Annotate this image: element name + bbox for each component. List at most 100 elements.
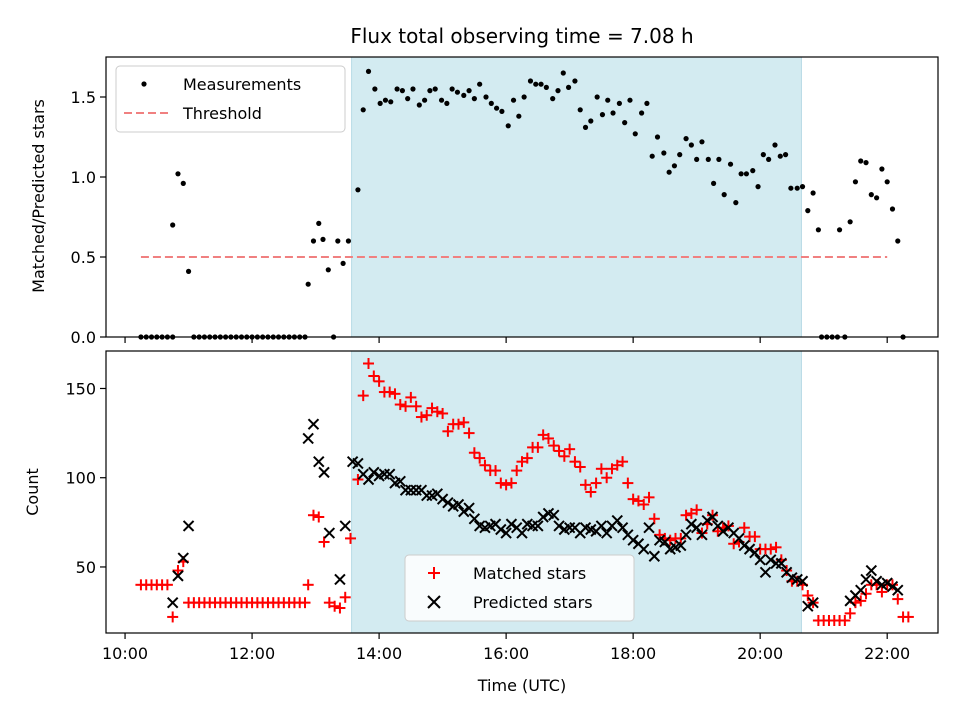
x-tick-label: 20:00: [737, 644, 783, 663]
observing-window-band: [351, 57, 802, 337]
measurement-point: [577, 107, 583, 113]
measurement-point: [377, 100, 383, 106]
bottom-legend: Matched stars Predicted stars: [404, 554, 635, 622]
measurement-point: [477, 81, 483, 87]
predicted-star-point: [495, 523, 507, 536]
matched-star-point: [505, 477, 517, 489]
matched-star-point: [352, 474, 364, 486]
legend-measurements-label: Measurements: [183, 75, 301, 94]
measurement-point: [438, 97, 445, 103]
predicted-star-point: [855, 584, 867, 596]
matched-star-point: [585, 486, 597, 498]
matched-star-point: [405, 391, 417, 403]
matched-star-point: [844, 607, 856, 619]
predicted-star-point: [865, 564, 878, 577]
measurement-point: [750, 168, 756, 174]
matched-star-point: [802, 590, 814, 602]
matched-star-point: [490, 465, 502, 477]
matched-star-point: [511, 465, 523, 477]
measurement-point: [874, 195, 880, 201]
x-axis-label: Time (UTC): [477, 676, 566, 695]
measurement-point: [505, 123, 511, 129]
matched-star-point: [553, 445, 565, 457]
matched-star-point: [722, 520, 734, 532]
measurement-point: [782, 152, 789, 158]
matched-star-point: [373, 375, 385, 387]
measurement-point: [654, 134, 661, 140]
matched-star-point: [452, 418, 464, 430]
matched-star-point: [299, 597, 311, 609]
measurement-point: [594, 94, 600, 100]
predicted-star-point: [796, 575, 809, 587]
measurement-point: [527, 78, 534, 84]
matched-star-point: [363, 357, 375, 369]
measurement-point: [683, 136, 689, 142]
x-tick-label: 10:00: [102, 644, 148, 663]
matched-star-point: [415, 411, 427, 423]
top-y-tick-label: 0.0: [71, 328, 96, 347]
measurement-point: [733, 200, 739, 206]
measurement-point: [372, 86, 378, 92]
measurement-point: [788, 185, 794, 191]
measurement-point: [316, 220, 322, 226]
measurement-point: [444, 100, 450, 106]
predicted-star-point: [807, 596, 819, 609]
measurement-point: [852, 179, 859, 185]
measurement-point: [572, 78, 578, 84]
top-y-tick-label: 1.0: [71, 168, 96, 187]
measurement-point: [432, 86, 438, 92]
matched-star-point: [638, 498, 650, 510]
measurement-point: [466, 88, 472, 94]
matched-star-point: [345, 532, 357, 544]
predicted-star-point: [659, 536, 671, 548]
measurement-point: [716, 156, 722, 162]
predicted-star-point: [537, 511, 549, 523]
predicted-star-point: [675, 539, 687, 552]
measurement-point: [560, 70, 566, 76]
predicted-star-point: [452, 498, 465, 511]
legend-predicted-marker: [427, 595, 441, 609]
measurement-point: [422, 97, 428, 103]
measurement-point: [847, 219, 853, 225]
measurement-point: [416, 102, 422, 108]
measurement-point: [510, 97, 517, 103]
measurement-point: [543, 84, 549, 90]
matched-star-point: [781, 565, 793, 577]
x-tick-label: 14:00: [356, 644, 402, 663]
measurement-point: [565, 84, 572, 90]
measurement-point: [382, 97, 389, 103]
measurement-point: [616, 100, 622, 106]
bottom-y-tick-label: 50: [76, 558, 96, 577]
measurement-point: [632, 131, 638, 137]
legend-predicted-label: Predicted stars: [473, 593, 593, 612]
matched-star-point: [329, 600, 341, 612]
measurement-point: [755, 184, 761, 190]
top-y-axis-label: Matched/Predicted stars: [29, 99, 48, 293]
matched-star-point: [437, 407, 449, 419]
measurement-point: [721, 192, 727, 198]
predicted-star-point: [643, 521, 655, 534]
predicted-star-point: [532, 520, 544, 532]
matched-star-point: [643, 491, 655, 503]
matched-star-point: [855, 595, 867, 607]
matched-star-point: [313, 511, 325, 523]
top-panel: Flux total observing time = 7.08 h Match…: [29, 24, 939, 347]
matched-star-point: [302, 579, 314, 591]
measurement-point: [649, 153, 655, 159]
matched-star-point: [172, 565, 184, 577]
measurement-point: [889, 206, 896, 212]
matched-star-point: [749, 531, 761, 543]
measurement-point: [705, 156, 711, 162]
predicted-star-point: [362, 473, 375, 486]
legend-measurements-marker: [141, 81, 147, 87]
measurement-point: [858, 158, 864, 164]
legend-matched-label: Matched stars: [473, 564, 586, 583]
matched-star-point: [421, 409, 433, 421]
matched-star-point: [892, 593, 904, 605]
predicted-star-point: [638, 543, 650, 555]
measurement-point: [661, 150, 667, 156]
measurement-point: [599, 112, 606, 118]
predicted-star-point: [611, 514, 623, 527]
matched-star-point: [389, 388, 401, 400]
x-tick-label: 12:00: [229, 644, 275, 663]
